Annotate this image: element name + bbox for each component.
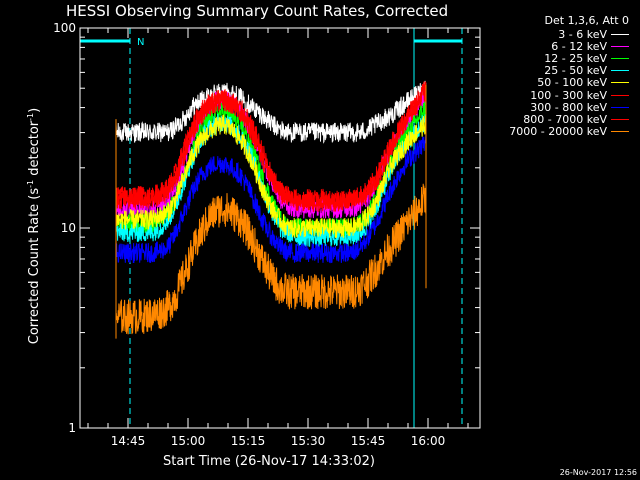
legend-label: 50 - 100 keV [537, 76, 607, 90]
legend: Det 1,3,6, Att 0 3 - 6 keV 6 - 12 keV 12 -… [485, 14, 633, 138]
legend-entry: 50 - 100 keV [485, 76, 633, 90]
legend-label: 7000 - 20000 keV [509, 125, 607, 139]
legend-swatch [611, 106, 629, 108]
legend-swatch [611, 33, 629, 35]
y-axis-label: Corrected Count Rate (s-1 detector-1) [26, 108, 42, 344]
y-tick-label: 100 [53, 21, 76, 35]
y-axis-label-mid: detector [27, 120, 43, 180]
legend-entry: 800 - 7000 keV [485, 112, 633, 126]
series-line-7 [115, 82, 427, 213]
legend-swatch [611, 70, 629, 72]
legend-label: 25 - 50 keV [544, 64, 607, 78]
legend-label: 100 - 300 keV [530, 88, 607, 102]
legend-entry: 100 - 300 keV [485, 88, 633, 102]
legend-entry: 25 - 50 keV [485, 64, 633, 78]
x-tick-label: 15:45 [351, 434, 386, 448]
x-tick-label: 15:30 [291, 434, 326, 448]
legend-entry: 300 - 800 keV [485, 100, 633, 114]
legend-swatch [611, 94, 629, 96]
y-tick-label: 10 [61, 221, 76, 235]
y-axis-label-sup1: -1 [25, 179, 35, 188]
series-line-6 [115, 134, 427, 264]
legend-swatch [611, 82, 629, 84]
legend-swatch [611, 118, 629, 120]
chart-title: HESSI Observing Summary Count Rates, Cor… [66, 2, 449, 20]
series-line-4 [115, 114, 426, 238]
night-marker-label: N [137, 37, 144, 48]
legend-entry: 7000 - 20000 keV [485, 125, 633, 139]
legend-title: Det 1,3,6, Att 0 [544, 14, 629, 27]
x-tick-label: 15:15 [231, 434, 266, 448]
legend-label: 3 - 6 keV [558, 27, 607, 41]
y-axis-label-end: ) [27, 107, 43, 113]
y-axis-label-sup2: -1 [25, 112, 35, 121]
legend-swatch [611, 57, 629, 59]
y-tick-label: 1 [68, 421, 76, 435]
legend-swatch [611, 131, 629, 133]
series-line-8 [115, 183, 427, 335]
legend-swatch [611, 45, 629, 47]
legend-label: 800 - 7000 keV [523, 112, 607, 126]
x-tick-label: 15:00 [171, 434, 206, 448]
legend-entry: 12 - 25 keV [485, 51, 633, 65]
legend-label: 6 - 12 keV [551, 39, 607, 53]
series-group [115, 80, 427, 339]
legend-entry: 3 - 6 keV [485, 27, 633, 41]
legend-label: 300 - 800 keV [530, 100, 607, 114]
legend-entry: 6 - 12 keV [485, 39, 633, 53]
x-tick-label: 14:45 [111, 434, 146, 448]
x-axis-label: Start Time (26-Nov-17 14:33:02) [163, 454, 375, 469]
axes: 1 10 100 14:45 15:00 15:15 15:30 15:45 16:00 [53, 21, 481, 448]
legend-label: 12 - 25 keV [544, 51, 607, 65]
footer-timestamp: 26-Nov-2017 12:56 [559, 468, 637, 477]
y-axis-label-main: Corrected Count Rate (s [27, 187, 43, 345]
x-tick-label: 16:00 [411, 434, 446, 448]
series-line-0 [115, 80, 427, 144]
